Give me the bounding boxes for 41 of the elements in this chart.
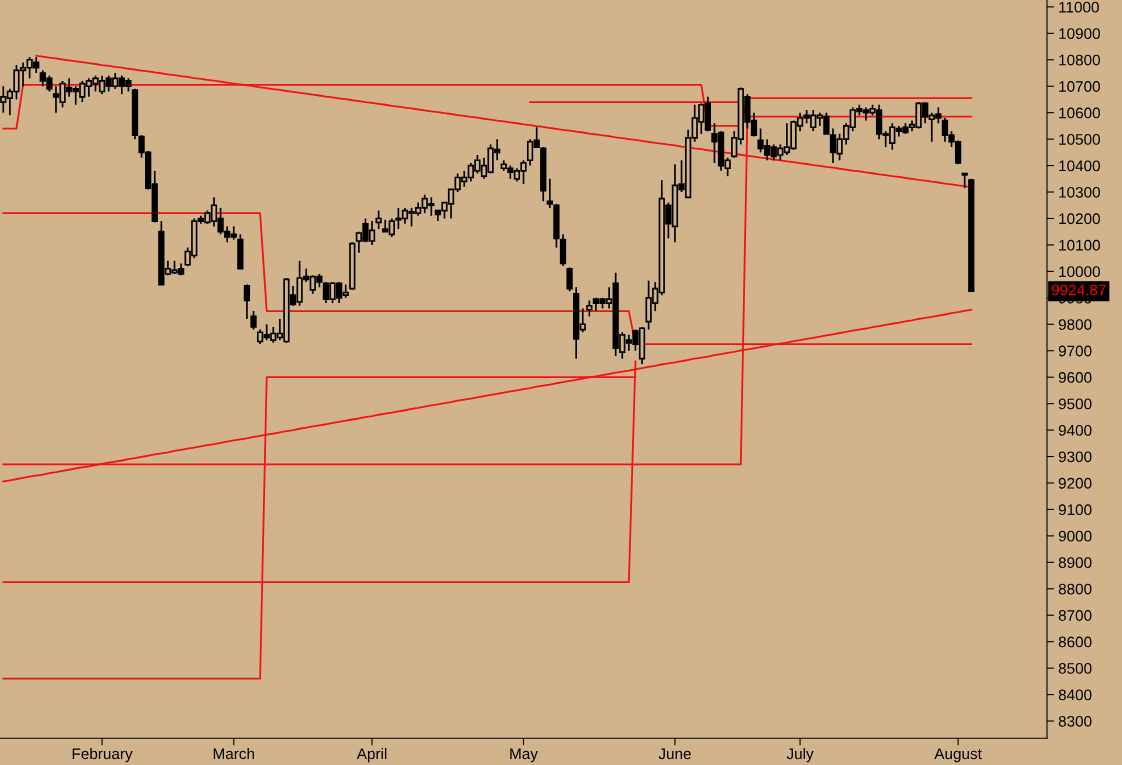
- y-tick-label: 9000: [1058, 530, 1092, 542]
- x-tick-label: March: [213, 747, 254, 760]
- x-tick-label: February: [72, 747, 133, 763]
- y-tick-label: 8600: [1058, 636, 1092, 648]
- y-tick-label: 10900: [1059, 28, 1100, 40]
- y-tick-label: 10500: [1059, 134, 1100, 145]
- y-tick-label: 9800: [1058, 319, 1092, 330]
- y-tick-label: 9200: [1058, 477, 1092, 489]
- y-tick-label: 8800: [1058, 583, 1092, 595]
- x-tick-label: August: [934, 748, 982, 763]
- candlestick: [961, 172, 968, 189]
- y-tick-label: 11000: [1059, 1, 1099, 13]
- y-tick-label: 8700: [1058, 610, 1092, 621]
- y-tick-label: 10700: [1059, 81, 1100, 92]
- y-tick-label: 9100: [1058, 504, 1092, 516]
- candlestick: [243, 283, 251, 320]
- candlestick: [559, 233, 567, 267]
- y-tick-label: 10600: [1059, 107, 1100, 119]
- x-tick-label: June: [658, 748, 691, 760]
- x-tick-label: April: [356, 747, 387, 763]
- y-tick-label: 10200: [1059, 213, 1100, 225]
- y-tick-label: 9700: [1058, 345, 1092, 357]
- y-tick-label: 10100: [1059, 239, 1100, 251]
- candlestick: [566, 266, 573, 293]
- y-tick-label: 9400: [1058, 424, 1092, 436]
- candlestick: [375, 209, 382, 230]
- y-tick-label: 10400: [1059, 160, 1100, 172]
- y-tick-label: 8500: [1058, 663, 1092, 674]
- y-tick-label: 8900: [1058, 557, 1092, 569]
- y-tick-label: 10800: [1059, 54, 1100, 66]
- y-tick-label: 10000: [1059, 266, 1100, 278]
- y-tick-label: 9500: [1058, 398, 1092, 410]
- y-tick-label: 10300: [1059, 186, 1100, 198]
- x-tick-label: May: [510, 748, 538, 763]
- y-tick-label: 9600: [1058, 372, 1092, 383]
- y-tick-label: 9300: [1058, 451, 1092, 463]
- text: 9924.87: [1051, 284, 1106, 296]
- candlestick: [250, 310, 257, 331]
- y-tick-label: 8300: [1058, 715, 1092, 727]
- y-tick-label: 8400: [1058, 689, 1092, 701]
- x-tick-label: July: [786, 747, 814, 763]
